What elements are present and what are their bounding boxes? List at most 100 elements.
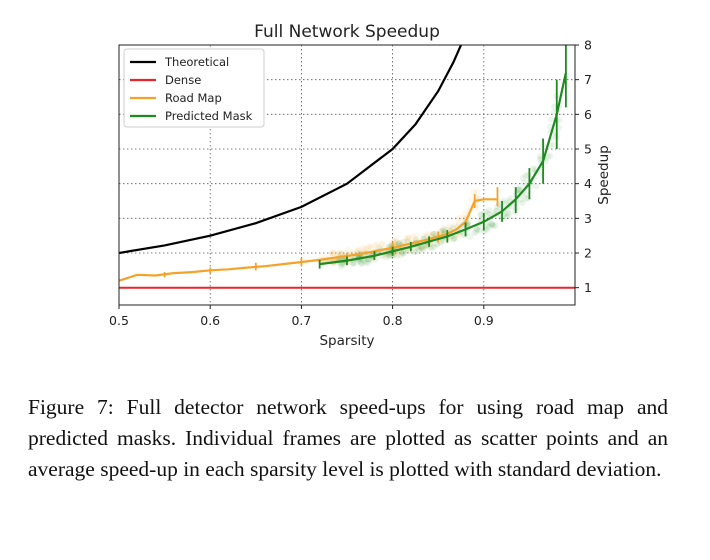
scatter-point [522, 195, 529, 202]
scatter-point [441, 226, 448, 233]
scatter-point [400, 250, 407, 257]
scatter-point [399, 250, 407, 257]
scatter-point [424, 230, 432, 237]
scatter-point [478, 215, 485, 223]
scatter-point [477, 211, 484, 218]
x-tick-label: 0.9 [474, 313, 494, 328]
chart-title: Full Network Speedup [254, 22, 440, 42]
scatter-point [485, 206, 493, 214]
series-line-road-map [119, 198, 498, 282]
scatter-point [362, 259, 369, 267]
x-tick-label: 0.6 [200, 313, 220, 328]
speedup-chart: 0.5 0.6 0.7 0.8 0.9 1 2 3 4 5 6 7 8 Full Network Spe… [109, 22, 612, 349]
scatter-point [419, 246, 427, 253]
scatter-point [364, 259, 371, 266]
scatter-point [521, 179, 528, 186]
scatter-point [373, 241, 380, 248]
scatter-point [439, 227, 447, 234]
scatter-point [338, 261, 346, 268]
scatter-point [473, 228, 480, 235]
scatter-point [450, 234, 458, 242]
x-tick-label: 0.7 [291, 313, 311, 328]
scatter-point [476, 227, 483, 234]
scatter-point [517, 196, 525, 203]
y-tick-label: 4 [584, 176, 592, 191]
scatter-point [375, 244, 382, 251]
scatter-point [329, 250, 336, 257]
scatter-point [501, 211, 508, 218]
scatter-point [470, 188, 478, 196]
figure-caption: Figure 7: Full detector network speed-up… [28, 395, 668, 481]
scatter-point [489, 221, 496, 228]
scatter-point [340, 260, 347, 268]
scatter-point [400, 249, 408, 256]
scatter-point [404, 236, 412, 243]
y-tick-label: 3 [584, 211, 592, 226]
scatter-point [537, 152, 544, 160]
scatter-point [415, 244, 422, 252]
scatter-point [452, 222, 459, 229]
y-tick-label: 2 [584, 246, 592, 261]
scatter-point [492, 222, 499, 229]
scatter-point [550, 109, 557, 116]
scatter-point [397, 252, 404, 259]
scatter-point [356, 258, 363, 265]
scatter-point [417, 244, 425, 251]
scatter-point [360, 246, 368, 254]
scatter-point [403, 235, 410, 242]
scatter-point [550, 141, 557, 149]
scatter-point [556, 116, 563, 124]
scatter-point [483, 222, 491, 229]
plot-frame [118, 44, 576, 306]
scatter-point [456, 232, 463, 239]
scatter-point [546, 152, 554, 160]
scatter-point [454, 216, 461, 223]
x-tick-label: 0.5 [109, 313, 129, 328]
scatter-point [503, 213, 511, 220]
scatter-point [480, 227, 488, 235]
scatter-point [350, 259, 357, 266]
scatter-point [440, 224, 447, 232]
scatter-point [445, 222, 453, 230]
scatter-point [363, 246, 370, 253]
scatter-point [410, 233, 417, 241]
scatter-point [331, 248, 338, 256]
scatter-point [405, 233, 413, 241]
scatter-point [537, 155, 544, 162]
scatter-point [522, 190, 529, 197]
scatter-point [450, 236, 457, 243]
scatter-point [532, 183, 540, 190]
scatter-point [392, 238, 399, 246]
scatter-point [466, 233, 474, 240]
scatter-point [492, 207, 499, 215]
scatter-point [419, 245, 426, 252]
scatter-point [551, 103, 558, 111]
scatter-point [468, 196, 475, 203]
y-axis-label: Speedup [596, 145, 612, 204]
scatter-point [354, 247, 361, 254]
scatter-point [519, 175, 527, 182]
x-axis-label: Sparsity [319, 333, 374, 349]
scatter-point [391, 237, 399, 245]
scatter-point [360, 258, 368, 265]
scatter-point [429, 231, 436, 238]
scatter-point [378, 241, 385, 248]
scatter-point [488, 221, 496, 229]
scatter-point [379, 240, 386, 248]
scatter-point [449, 224, 456, 231]
scatter-point [405, 235, 412, 242]
scatter-point [485, 223, 493, 231]
scatter-point [393, 236, 400, 244]
tick-layer: 0.5 0.6 0.7 0.8 0.9 1 2 3 4 5 6 7 8 [109, 38, 592, 329]
scatter-point [367, 244, 375, 252]
scatter-point [457, 214, 464, 221]
scatter-point [416, 247, 423, 254]
series-layer [119, 45, 575, 289]
y-tick-label: 5 [584, 142, 592, 157]
scatter-point [413, 232, 420, 239]
legend-label: Dense [165, 73, 201, 87]
scatter-point [515, 186, 523, 193]
scatter-point [360, 244, 367, 251]
scatter-point [474, 188, 481, 195]
scatter-point [486, 210, 493, 218]
